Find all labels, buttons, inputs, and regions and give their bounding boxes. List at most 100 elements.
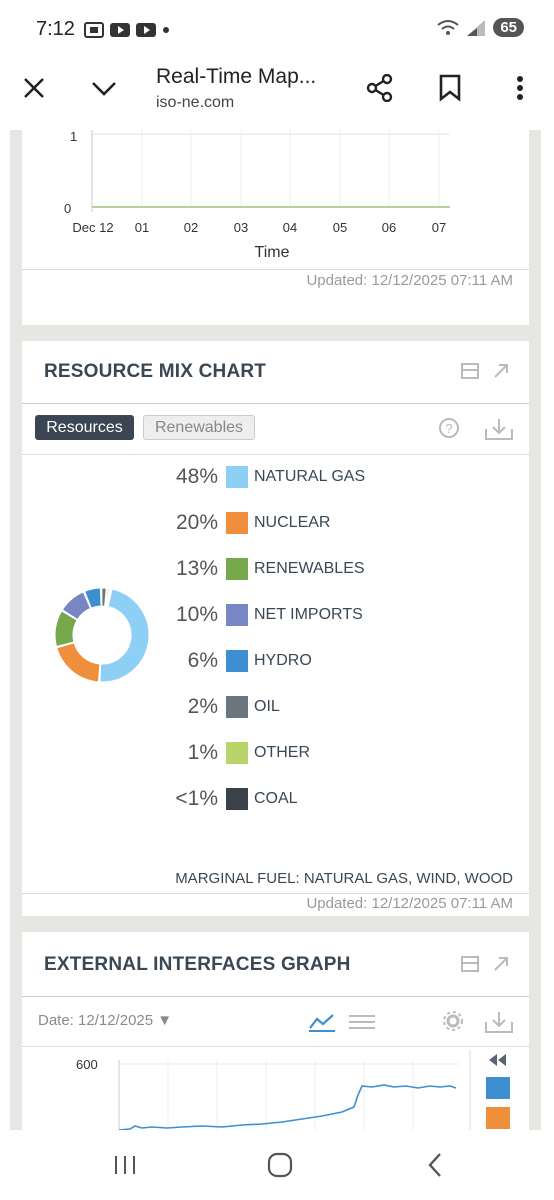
tab-resources[interactable]: Resources [35, 415, 134, 440]
table-view-icon[interactable] [348, 1012, 376, 1032]
resource-mix-row[interactable]: 6% HYDRO [162, 648, 312, 674]
settings-gear-icon[interactable] [442, 1010, 464, 1032]
divider [22, 1046, 529, 1047]
expand-icon[interactable] [493, 363, 509, 379]
expand-icon[interactable] [493, 956, 509, 972]
resource-mix-row[interactable]: 2% OIL [162, 694, 280, 720]
updated-timestamp: Updated: 12/12/2025 07:11 AM [306, 895, 513, 912]
resource-mix-row[interactable]: 13% RENEWABLES [162, 556, 365, 582]
notification-icons [84, 22, 170, 38]
updated-timestamp: Updated: 12/12/2025 07:11 AM [306, 272, 513, 289]
resource-label: COAL [254, 790, 298, 807]
legend-swatch-2[interactable] [486, 1107, 510, 1129]
share-icon[interactable] [364, 72, 396, 104]
divider [22, 893, 529, 894]
x-axis-label: Time [255, 244, 290, 261]
page-title[interactable]: Real-Time Map... [156, 65, 317, 88]
resource-label: RENEWABLES [254, 560, 365, 577]
line-chart-view-icon[interactable] [308, 1012, 336, 1032]
resource-percent: 20% [175, 511, 218, 534]
resource-label: HYDRO [254, 652, 312, 669]
donut-slice[interactable] [104, 587, 110, 607]
minimize-icon[interactable] [461, 956, 479, 972]
resource-mix-card: RESOURCE MIX CHART Resources Renewables … [22, 341, 529, 916]
x-tick: 07 [432, 220, 446, 235]
collapse-legend-icon[interactable] [489, 1054, 506, 1066]
home-icon[interactable] [265, 1150, 295, 1180]
resource-color-swatch [226, 696, 248, 718]
date-selector[interactable]: Date: 12/12/2025 ▼ [38, 1012, 173, 1029]
resource-percent: 10% [175, 603, 218, 626]
tab-renewables[interactable]: Renewables [143, 415, 255, 440]
resource-label: OTHER [254, 744, 310, 761]
status-time: 7:12 [36, 18, 75, 40]
close-icon[interactable] [18, 72, 50, 104]
chevron-down-icon[interactable] [88, 72, 120, 104]
card-title: RESOURCE MIX CHART [44, 361, 267, 382]
resource-label: NATURAL GAS [254, 468, 366, 485]
x-tick: 03 [234, 220, 248, 235]
system-navigation-bar [0, 1130, 554, 1200]
system-icons: 65 [437, 18, 524, 37]
wifi-icon [437, 19, 459, 35]
youtube-icon [110, 23, 130, 37]
resource-color-swatch [226, 512, 248, 534]
more-options-icon[interactable] [504, 72, 536, 104]
back-icon[interactable] [420, 1150, 450, 1180]
right-panel-edge [541, 130, 554, 1130]
interface-flow-line [118, 1084, 457, 1130]
resource-percent: 6% [187, 649, 218, 672]
minimize-icon[interactable] [461, 363, 479, 379]
resource-color-swatch [226, 650, 248, 672]
x-tick: Dec 12 [72, 220, 113, 235]
recent-apps-icon[interactable] [110, 1150, 140, 1180]
download-icon[interactable] [484, 1010, 514, 1034]
legend-swatch-1[interactable] [486, 1077, 510, 1099]
donut-slice[interactable] [54, 610, 78, 648]
y-tick-1: 1 [70, 130, 77, 144]
divider [22, 403, 529, 404]
donut-slice[interactable] [61, 591, 92, 621]
resource-percent: <1% [175, 787, 218, 810]
dropdown-icon: ▼ [157, 1012, 173, 1029]
bookmark-icon[interactable] [434, 72, 466, 104]
x-tick: 02 [184, 220, 198, 235]
divider [22, 454, 529, 455]
resource-mix-row[interactable]: 48% NATURAL GAS [162, 464, 365, 490]
signal-icon [467, 19, 486, 36]
resource-percent: 1% [187, 741, 218, 764]
external-interfaces-card: EXTERNAL INTERFACES GRAPH Date: 12/12/20… [22, 932, 529, 1130]
divider [22, 269, 529, 270]
resource-percent: 48% [175, 465, 218, 488]
resource-mix-row[interactable]: 20% NUCLEAR [162, 510, 330, 536]
divider [22, 996, 529, 997]
web-page[interactable]: 1 0 Dec 12 01 02 03 04 05 06 07 Time Upd… [0, 130, 554, 1130]
external-interfaces-line-chart[interactable]: 600 [22, 1050, 529, 1130]
help-icon[interactable]: ? [438, 417, 460, 439]
card-title: EXTERNAL INTERFACES GRAPH [44, 954, 351, 975]
resource-mix-donut[interactable] [52, 585, 152, 685]
donut-slice[interactable] [101, 587, 107, 607]
donut-slice[interactable] [83, 587, 102, 609]
resource-mix-row[interactable]: 1% OTHER [162, 740, 310, 766]
donut-slice[interactable] [106, 588, 112, 608]
resource-label: OIL [254, 698, 280, 715]
resource-mix-row[interactable]: <1% COAL [162, 786, 298, 812]
resource-color-swatch [226, 558, 248, 580]
download-icon[interactable] [484, 417, 514, 441]
donut-slice[interactable] [56, 642, 101, 683]
x-tick: 05 [333, 220, 347, 235]
y-tick-0: 0 [64, 201, 71, 216]
resource-percent: 13% [175, 557, 218, 580]
x-tick: 04 [283, 220, 297, 235]
status-bar: 7:12 65 [0, 0, 554, 58]
resource-mix-row[interactable]: 10% NET IMPORTS [162, 602, 363, 628]
youtube-icon-2 [136, 23, 156, 37]
donut-slice[interactable] [99, 588, 150, 683]
browser-toolbar: Real-Time Map... iso-ne.com [0, 58, 554, 130]
card-header-icons [461, 363, 509, 379]
card-header-icons [461, 956, 509, 972]
page-url[interactable]: iso-ne.com [156, 94, 235, 111]
top-chart-card: 1 0 Dec 12 01 02 03 04 05 06 07 Time Upd… [22, 130, 529, 325]
dot-icon [163, 27, 169, 33]
